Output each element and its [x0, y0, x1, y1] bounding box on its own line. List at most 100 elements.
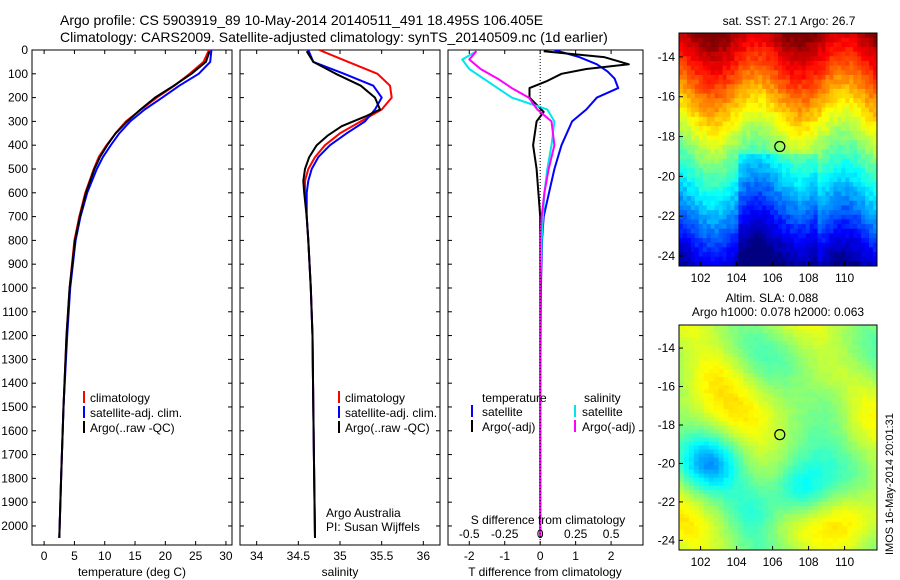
map-cell: [702, 88, 708, 94]
map-cell: [754, 261, 759, 267]
depth-tick-label: 1000: [1, 281, 28, 295]
map-cell: [738, 409, 744, 414]
depth-tick-label: 1600: [1, 424, 28, 438]
map-cell: [809, 84, 815, 90]
map-cell: [812, 433, 818, 438]
map-cell: [778, 497, 784, 503]
map-cell: [774, 116, 779, 122]
map-cell: [733, 533, 739, 539]
map-cell: [822, 481, 828, 487]
map-cell: [703, 441, 710, 446]
map-cell: [748, 361, 754, 366]
map-cell: [812, 381, 818, 386]
map-cell: [679, 377, 685, 382]
map-cell: [821, 37, 826, 43]
map-cell: [865, 121, 870, 127]
map-cell: [853, 56, 858, 62]
map-cell: [847, 393, 853, 398]
map-cell: [768, 533, 774, 539]
map-cell: [865, 130, 870, 136]
map-cell: [753, 465, 759, 471]
map-cell: [758, 369, 764, 374]
header-line2: Climatology: CARS2009. Satellite-adjuste…: [60, 29, 608, 45]
map-cell: [782, 397, 789, 402]
map-cell: [872, 405, 878, 410]
map-cell: [770, 51, 775, 57]
map-cell: [797, 214, 803, 220]
map-cell: [718, 33, 723, 39]
map-cell: [793, 98, 799, 104]
map-cell: [773, 417, 779, 422]
map-cell: [857, 461, 863, 467]
map-cell: [785, 93, 791, 99]
map-cell: [773, 441, 779, 446]
map-cell: [722, 126, 727, 132]
map-cell: [837, 70, 842, 76]
map-cell: [748, 397, 754, 402]
map-cell: [822, 329, 828, 334]
map-cell: [857, 445, 863, 450]
map-cell: [679, 228, 684, 234]
map-cell: [726, 228, 731, 234]
map-cell: [742, 65, 747, 71]
map-cell: [847, 337, 853, 342]
map-cell: [746, 247, 751, 253]
map-cell: [873, 154, 878, 160]
map-cell: [781, 112, 787, 118]
map-cell: [723, 489, 729, 495]
x-tick-label: 5: [71, 549, 78, 563]
map-cell: [738, 509, 744, 515]
map-cell: [817, 186, 822, 192]
map-cell: [728, 377, 734, 382]
map-cell: [817, 102, 822, 108]
map-cell: [734, 33, 739, 39]
map-cell: [827, 353, 833, 358]
map-cell: [763, 493, 769, 499]
map-cell: [869, 121, 874, 127]
s-tick-label: 0.5: [603, 527, 620, 541]
map-cell: [718, 541, 724, 547]
map-cell: [865, 158, 870, 164]
map-cell: [679, 65, 684, 71]
map-cell: [822, 349, 828, 354]
map-cell: [841, 224, 846, 230]
map-cell: [710, 205, 716, 211]
map-cell: [817, 501, 823, 507]
map-cell: [679, 33, 684, 39]
map-cell: [847, 361, 853, 366]
map-cell: [809, 233, 815, 239]
map-cell: [746, 60, 751, 67]
map-cell: [845, 163, 850, 169]
map-cell: [742, 252, 747, 258]
map-cell: [679, 196, 684, 202]
map-cell: [703, 381, 710, 386]
map-cell: [782, 485, 789, 491]
map-cell: [807, 333, 814, 338]
map-cell: [812, 429, 818, 434]
map-cell: [825, 84, 830, 90]
map-cell: [714, 252, 719, 258]
map-cell: [872, 425, 878, 430]
map-cell: [807, 421, 814, 426]
map-cell: [679, 405, 685, 410]
map-cell: [770, 88, 775, 94]
map-cell: [847, 461, 853, 467]
map-cell: [698, 409, 705, 414]
map-cell: [867, 389, 873, 394]
map-cell: [768, 349, 774, 354]
map-cell: [768, 445, 774, 450]
map-cell: [730, 70, 735, 76]
map-cell: [738, 353, 744, 358]
map-cell: [758, 493, 764, 499]
map-cell: [842, 401, 848, 406]
map-cell: [770, 233, 775, 239]
map-cell: [713, 485, 719, 491]
map-cell: [812, 453, 818, 458]
x-tick-label: 36: [417, 549, 431, 563]
map-cell: [801, 126, 807, 132]
map-cell: [698, 210, 704, 216]
map-cell: [703, 401, 710, 406]
map-cell: [869, 210, 874, 216]
map-cell: [873, 186, 878, 192]
map-cell: [718, 425, 724, 430]
